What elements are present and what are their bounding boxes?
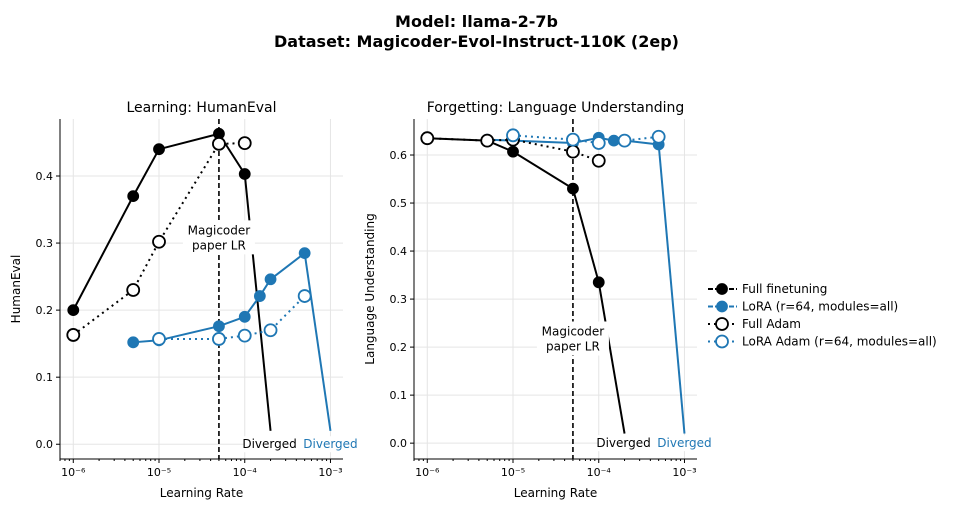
diverged-label-lora: Diverged: [303, 437, 357, 451]
diverged-line: [303, 252, 332, 431]
vline-label: paper LR: [192, 238, 246, 252]
y-axis-label: HumanEval: [9, 255, 23, 324]
legend-marker: [715, 334, 729, 349]
y-tick-label: 0.0: [36, 438, 54, 451]
data-point: [213, 320, 225, 333]
data-point: [607, 134, 620, 147]
data-point: [238, 168, 251, 180]
y-tick-label: 0.4: [36, 170, 54, 183]
y-tick-label: 0.0: [390, 437, 408, 450]
data-point: [67, 304, 80, 317]
legend-label: Full Adam: [742, 317, 801, 331]
data-point: [127, 336, 140, 349]
diverged-label-box: [597, 435, 718, 452]
x-tick-label: 10⁻⁵: [147, 466, 171, 479]
data-point: [66, 328, 81, 342]
data-point: [253, 290, 266, 302]
x-tick-label: 10⁻⁴: [233, 466, 258, 479]
data-point: [591, 153, 606, 168]
y-tick-label: 0.3: [390, 293, 408, 306]
data-point: [298, 247, 311, 260]
y-tick-label: 0.4: [390, 245, 408, 258]
series-line: [159, 295, 306, 340]
diverged-label-full: Diverged: [596, 436, 650, 450]
data-point: [264, 273, 277, 286]
data-point: [506, 128, 520, 143]
data-point: [212, 136, 226, 151]
data-point: [420, 131, 435, 146]
data-point: [480, 133, 495, 148]
y-tick-label: 0.2: [390, 341, 408, 354]
y-tick-label: 0.1: [36, 371, 54, 384]
data-point: [237, 328, 252, 343]
data-point: [617, 133, 632, 148]
series-line: [72, 142, 245, 336]
data-point: [238, 310, 251, 323]
y-tick-label: 0.2: [36, 304, 54, 317]
data-point: [297, 289, 312, 303]
panel-title: Forgetting: Language Understanding: [427, 100, 685, 116]
x-tick-label: 10⁻³: [672, 466, 696, 479]
x-axis-label: Learning Rate: [160, 486, 243, 500]
vline-label-box: [182, 220, 255, 255]
diverged-line: [243, 173, 272, 431]
diverged-label-lora: Diverged: [657, 436, 711, 450]
data-point: [567, 182, 579, 195]
x-axis-label: Learning Rate: [514, 486, 597, 500]
y-tick-label: 0.3: [36, 237, 54, 250]
data-point: [507, 145, 519, 158]
x-tick-label: 10⁻⁶: [415, 466, 440, 479]
diverged-line: [597, 282, 626, 434]
data-point: [263, 323, 278, 338]
y-axis-label: Language Understanding: [363, 213, 377, 364]
figure-title-dataset: Dataset: Magicoder-Evol-Instruct-110K (2…: [274, 32, 679, 51]
data-point: [126, 283, 141, 297]
data-point: [566, 132, 580, 147]
x-tick-label: 10⁻⁴: [587, 466, 612, 479]
figure-title-model: Model: llama-2-7b: [395, 12, 558, 31]
diverged-label-box: [243, 436, 364, 453]
vline-label: paper LR: [546, 340, 600, 354]
data-point: [591, 136, 606, 150]
y-tick-label: 0.6: [390, 149, 408, 162]
data-point: [212, 332, 226, 346]
x-tick-label: 10⁻³: [318, 466, 342, 479]
legend-marker: [716, 283, 728, 295]
diverged-label-full: Diverged: [242, 437, 296, 451]
x-tick-label: 10⁻⁵: [501, 466, 525, 479]
data-point: [651, 129, 666, 144]
legend-marker: [716, 300, 728, 313]
y-tick-label: 0.1: [390, 389, 408, 402]
panel-title: Learning: HumanEval: [126, 100, 276, 116]
data-point: [153, 143, 165, 156]
legend-label: Full finetuning: [742, 282, 827, 296]
vline-label-box: [536, 321, 609, 356]
data-point: [152, 332, 166, 346]
vline-label: Magicoder: [542, 325, 605, 339]
legend-label: LoRA (r=64, modules=all): [742, 300, 898, 314]
legend-marker: [715, 317, 729, 331]
vline-label: Magicoder: [188, 223, 251, 237]
y-tick-label: 0.5: [390, 197, 408, 210]
legend-label: LoRA Adam (r=64, modules=all): [742, 335, 937, 349]
x-tick-label: 10⁻⁶: [61, 466, 86, 479]
data-point: [127, 190, 140, 203]
data-point: [152, 234, 166, 249]
data-point: [592, 276, 605, 289]
data-point: [237, 136, 252, 151]
diverged-line: [657, 144, 686, 434]
data-point: [566, 144, 580, 159]
